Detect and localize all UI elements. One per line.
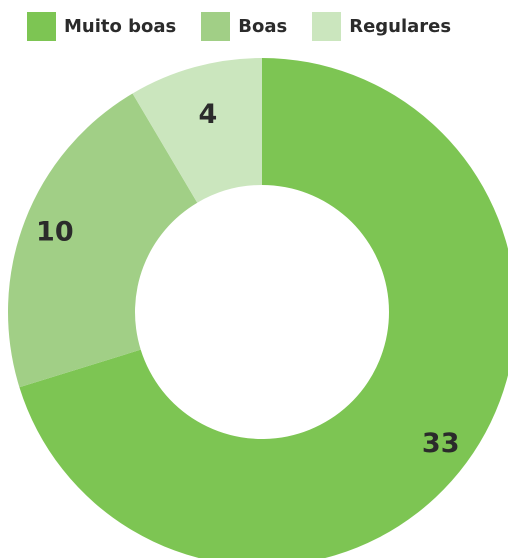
data-label-muito-boas: 33 (422, 428, 460, 459)
data-label-regulares: 4 (198, 99, 217, 130)
data-label-boas: 10 (36, 217, 74, 248)
